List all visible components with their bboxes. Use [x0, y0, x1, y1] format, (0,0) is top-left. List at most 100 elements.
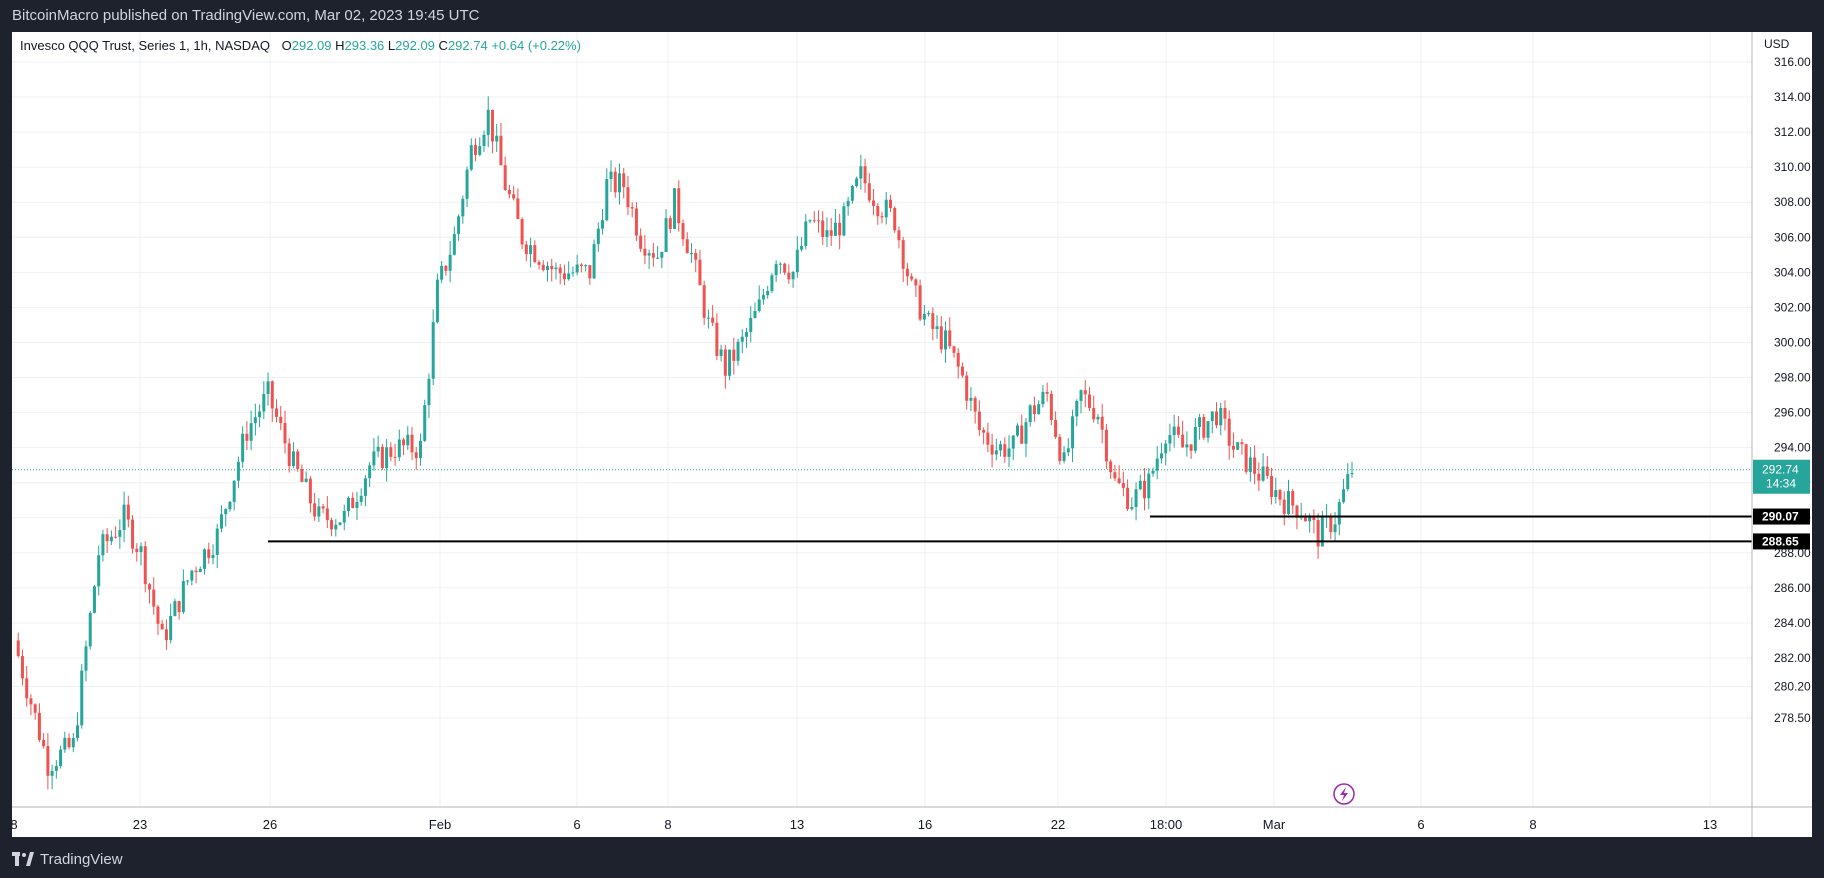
candle-body	[1066, 448, 1070, 453]
candle-body	[1278, 490, 1282, 500]
candle-body	[241, 433, 245, 462]
candle-body	[1138, 480, 1142, 490]
candle-body	[236, 461, 240, 481]
open-label: O	[281, 38, 292, 53]
candle-body	[838, 222, 842, 236]
candle-body	[617, 173, 621, 193]
candle-body	[444, 265, 448, 271]
candle-body	[999, 444, 1003, 451]
candle-body	[1172, 426, 1176, 436]
candle-body	[258, 411, 262, 418]
candle-body	[795, 249, 799, 273]
candle-body	[1104, 429, 1108, 462]
time-tick-label: Feb	[429, 817, 451, 832]
candle-body	[469, 145, 473, 170]
event-marker[interactable]	[1333, 783, 1355, 805]
price-tick-label: 296.00	[1774, 406, 1811, 420]
candle-body	[418, 440, 422, 459]
candle-body	[71, 737, 75, 748]
candle-body	[59, 749, 63, 767]
candle-body	[825, 230, 829, 237]
price-axis[interactable]: USD 316.00 314.00 312.00 310.00 308.00 306.00 3…	[1751, 32, 1811, 837]
candle-body	[304, 478, 308, 482]
candle-body	[177, 601, 181, 613]
candle-body	[952, 346, 956, 353]
candle-body	[529, 245, 533, 255]
candle-body	[1223, 407, 1227, 419]
candle-body	[1058, 436, 1062, 461]
candle-body	[376, 446, 380, 452]
candle-body	[29, 698, 33, 705]
candle-body	[397, 439, 401, 458]
current-price-badge[interactable]	[1753, 459, 1810, 494]
candle-body	[749, 317, 753, 332]
candle-body	[867, 183, 871, 201]
close-value: 292.74	[447, 38, 488, 53]
candle-body	[711, 317, 715, 323]
candle-body	[262, 394, 266, 412]
candle-body	[334, 524, 338, 530]
candle-body	[42, 739, 46, 747]
candle-body	[872, 200, 876, 206]
price-tick-label: 304.00	[1774, 265, 1811, 279]
time-axis[interactable]: 8 23 26 Feb 6 8 13 16 22 18:00 Mar 6 8 13	[12, 806, 1812, 832]
footer-brand: TradingView	[40, 850, 123, 868]
candle-body	[46, 746, 50, 776]
time-tick-label: 6	[573, 817, 580, 832]
time-tick-label: 16	[918, 817, 932, 832]
candle-body	[1134, 489, 1138, 508]
candle-body	[1342, 489, 1346, 503]
candle-body	[1257, 473, 1261, 481]
candle-body	[588, 265, 592, 279]
candle-body	[1028, 405, 1032, 423]
candle-body	[414, 452, 418, 459]
candle-body	[1308, 517, 1312, 522]
chart-frame[interactable]	[12, 32, 1812, 837]
candle-body	[490, 109, 494, 142]
candle-body	[207, 549, 211, 558]
candle-body	[630, 207, 634, 209]
candle-body	[944, 330, 948, 350]
candle-body	[325, 508, 329, 521]
candle-body	[1164, 443, 1168, 454]
candle-body	[639, 235, 643, 249]
price-tick-label: 312.00	[1774, 125, 1811, 139]
candle-body	[520, 219, 524, 245]
horizontal-levels[interactable]	[268, 515, 1752, 543]
candle-body	[554, 267, 558, 270]
candle-body	[1210, 411, 1214, 422]
candle-body	[516, 198, 520, 220]
candle-body	[1096, 416, 1100, 420]
candle-body	[855, 178, 859, 187]
price-tick-label: 284.00	[1774, 616, 1811, 630]
price-chart[interactable]: USD 316.00 314.00 312.00 310.00 308.00 306.00 3…	[12, 32, 1812, 837]
candle-body	[524, 244, 528, 255]
candle-body	[169, 615, 173, 641]
candle-body	[1185, 444, 1189, 448]
candle-body	[719, 349, 723, 356]
candle-body	[84, 646, 88, 671]
candle-body	[368, 465, 372, 479]
candle-body	[740, 336, 744, 342]
candle-body	[960, 366, 964, 376]
candle-body	[1219, 407, 1223, 426]
candle-body	[1215, 411, 1219, 426]
candle-body	[1261, 466, 1265, 481]
candle-body	[1075, 400, 1079, 417]
candle-body	[232, 480, 236, 502]
candle-body	[363, 478, 367, 496]
published-text: BitcoinMacro published on TradingView.co…	[12, 7, 480, 24]
candle-body	[1303, 516, 1307, 522]
candle-body	[1270, 475, 1274, 497]
candle-body	[342, 510, 346, 523]
candle-body	[219, 514, 223, 529]
countdown-label: 14:34	[1766, 477, 1796, 491]
candle-body	[973, 397, 977, 412]
candle-body	[118, 530, 122, 537]
candle-body	[228, 501, 232, 510]
candle-body	[1236, 442, 1240, 450]
candle-body	[249, 423, 253, 441]
candle-body	[1337, 502, 1341, 525]
candle-body	[1320, 517, 1324, 547]
candle-body	[808, 220, 812, 222]
